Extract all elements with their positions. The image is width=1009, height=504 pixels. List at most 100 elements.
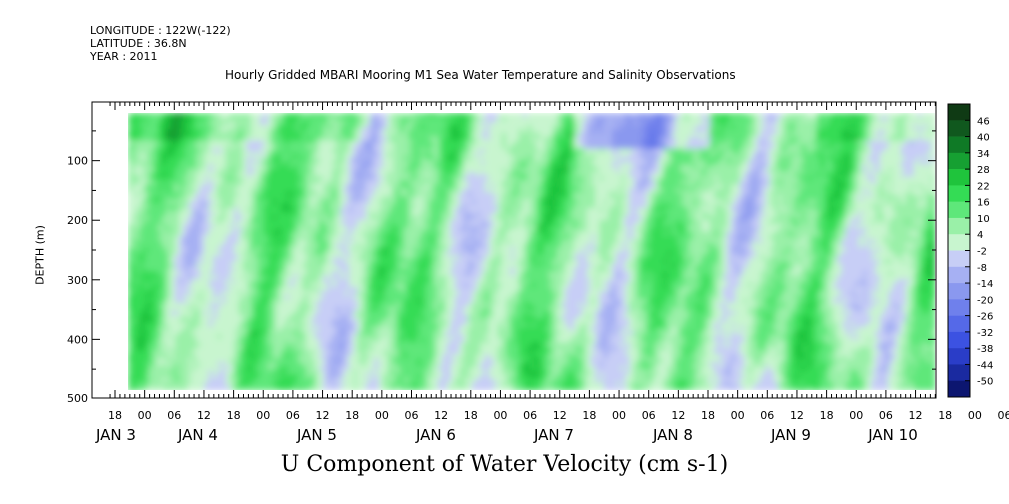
heat-cell bbox=[268, 318, 274, 324]
heat-cell bbox=[153, 223, 159, 229]
heat-cell bbox=[128, 164, 133, 169]
heat-cell bbox=[183, 350, 189, 355]
heat-cell bbox=[293, 370, 299, 375]
heat-cell bbox=[157, 196, 163, 201]
heat-cell bbox=[370, 172, 375, 177]
heat-cell bbox=[382, 160, 388, 166]
heat-cell bbox=[178, 124, 184, 130]
heat-cell bbox=[285, 306, 290, 312]
heat-cell bbox=[212, 239, 218, 245]
heat-cell bbox=[157, 231, 163, 237]
heat-cell bbox=[314, 378, 320, 383]
heat-cell bbox=[200, 283, 206, 288]
heat-cell bbox=[353, 283, 358, 288]
heat-cell bbox=[297, 322, 303, 328]
heat-cell bbox=[306, 366, 312, 371]
heat-cell bbox=[136, 188, 142, 193]
heat-cell bbox=[195, 136, 201, 142]
heat-cell bbox=[382, 302, 388, 308]
heat-cell bbox=[229, 382, 235, 387]
heat-cell bbox=[425, 223, 431, 229]
heat-cell bbox=[280, 132, 286, 138]
heat-cell bbox=[153, 318, 159, 324]
heat-cell bbox=[212, 318, 218, 324]
heat-cell bbox=[293, 334, 299, 340]
heat-cell bbox=[357, 378, 363, 383]
heat-cell bbox=[195, 219, 201, 225]
heat-cell bbox=[255, 239, 261, 245]
heat-cell bbox=[208, 180, 214, 185]
heat-cell bbox=[412, 184, 418, 189]
heat-cell bbox=[361, 243, 367, 249]
heat-cell bbox=[157, 370, 163, 375]
heat-cell bbox=[170, 291, 176, 296]
heat-cell bbox=[323, 172, 329, 177]
heat-cell bbox=[272, 362, 278, 367]
heat-cell bbox=[191, 235, 197, 241]
heat-cell bbox=[170, 247, 176, 253]
heat-cell bbox=[289, 330, 295, 336]
heat-cell bbox=[399, 132, 405, 138]
heat-cell bbox=[353, 362, 358, 367]
heat-cell bbox=[212, 334, 218, 340]
heat-cell bbox=[132, 128, 138, 134]
heat-cell bbox=[200, 200, 206, 205]
heat-cell bbox=[174, 184, 180, 189]
heat-cell bbox=[340, 370, 346, 375]
heat-cell bbox=[157, 113, 163, 118]
heat-cell bbox=[255, 176, 261, 181]
heat-cell bbox=[200, 370, 206, 375]
heat-cell bbox=[404, 140, 409, 146]
heat-cell bbox=[263, 176, 269, 181]
heat-cell bbox=[178, 283, 184, 288]
heat-cell bbox=[251, 204, 257, 209]
heat-cell bbox=[272, 310, 278, 316]
heat-cell bbox=[395, 231, 401, 237]
heat-cell bbox=[331, 113, 337, 118]
heat-cell bbox=[251, 124, 257, 130]
heat-cell bbox=[251, 132, 257, 138]
heat-cell bbox=[331, 346, 337, 352]
heat-cell bbox=[314, 255, 320, 261]
heat-cell bbox=[293, 148, 299, 154]
heat-cell bbox=[416, 267, 422, 272]
heat-cell bbox=[340, 342, 346, 348]
heat-cell bbox=[416, 200, 422, 205]
heat-cell bbox=[319, 275, 324, 280]
heat-cell bbox=[268, 350, 274, 355]
heat-cell bbox=[191, 318, 197, 324]
heat-cell bbox=[157, 251, 163, 257]
heat-cell bbox=[293, 263, 299, 268]
heat-cell bbox=[421, 152, 426, 158]
heat-cell bbox=[259, 188, 265, 193]
heat-cell bbox=[187, 386, 193, 390]
heat-cell bbox=[391, 338, 397, 344]
heat-cell bbox=[365, 219, 371, 225]
heat-cell bbox=[387, 318, 392, 324]
heat-cell bbox=[229, 330, 235, 336]
heat-cell bbox=[200, 231, 206, 237]
heat-cell bbox=[187, 271, 193, 276]
heat-cell bbox=[136, 204, 142, 209]
heat-cell bbox=[140, 251, 146, 257]
heat-cell bbox=[212, 215, 218, 221]
heat-cell bbox=[353, 132, 358, 138]
heat-cell bbox=[144, 132, 150, 138]
heat-cell bbox=[132, 322, 138, 328]
heat-cell bbox=[157, 172, 163, 177]
heat-cell bbox=[204, 267, 210, 272]
heat-cell bbox=[234, 140, 240, 146]
heat-cell bbox=[128, 140, 133, 146]
heat-cell bbox=[132, 255, 138, 261]
heat-cell bbox=[297, 124, 303, 130]
heat-cell bbox=[306, 322, 312, 328]
heat-cell bbox=[212, 271, 218, 276]
heat-cell bbox=[242, 144, 248, 150]
heat-cell bbox=[191, 168, 197, 173]
heat-cell bbox=[344, 231, 350, 237]
heat-cell bbox=[340, 302, 346, 308]
heat-cell bbox=[178, 140, 184, 146]
heat-cell bbox=[348, 172, 354, 177]
heat-cell bbox=[416, 136, 422, 142]
heat-cell bbox=[365, 176, 371, 181]
